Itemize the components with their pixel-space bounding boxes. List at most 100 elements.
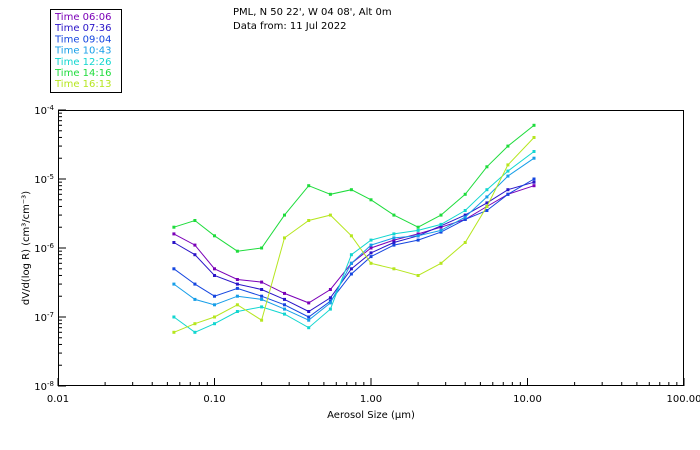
data-point xyxy=(485,165,488,168)
aerosol-size-chart: Time 06:06Time 07:36Time 09:04Time 10:43… xyxy=(0,0,700,450)
data-point xyxy=(533,178,536,181)
data-point xyxy=(485,188,488,191)
legend-item: Time 06:06 xyxy=(54,12,111,23)
data-point xyxy=(172,267,175,270)
data-point xyxy=(307,219,310,222)
data-point xyxy=(417,226,420,229)
site-title: PML, N 50 22', W 04 08', Alt 0m xyxy=(233,7,392,18)
data-point xyxy=(417,229,420,232)
data-point xyxy=(440,229,443,232)
data-point xyxy=(350,253,353,256)
data-point xyxy=(193,322,196,325)
data-point xyxy=(236,303,239,306)
data-point xyxy=(392,232,395,235)
data-point xyxy=(533,184,536,187)
data-point xyxy=(464,193,467,196)
data-point xyxy=(485,209,488,212)
data-point xyxy=(440,262,443,265)
data-point xyxy=(329,288,332,291)
data-point xyxy=(350,273,353,276)
data-point xyxy=(307,326,310,329)
data-point xyxy=(172,241,175,244)
data-point xyxy=(236,283,239,286)
data-point xyxy=(283,303,286,306)
data-point xyxy=(506,170,509,173)
data-point xyxy=(283,214,286,217)
x-tick-label: 1.00 xyxy=(360,394,382,405)
data-point xyxy=(172,331,175,334)
data-point xyxy=(193,298,196,301)
data-point xyxy=(213,274,216,277)
data-point xyxy=(260,281,263,284)
data-point xyxy=(193,244,196,247)
y-tick-label: 10-5 xyxy=(34,173,54,186)
data-point xyxy=(213,322,216,325)
data-point xyxy=(533,150,536,153)
data-point xyxy=(392,241,395,244)
data-point xyxy=(213,267,216,270)
data-point xyxy=(350,188,353,191)
data-date: Data from: 11 Jul 2022 xyxy=(233,21,346,32)
data-point xyxy=(213,295,216,298)
data-point xyxy=(236,295,239,298)
data-point xyxy=(260,298,263,301)
data-point xyxy=(260,295,263,298)
data-point xyxy=(329,214,332,217)
x-axis-label: Aerosol Size (µm) xyxy=(327,410,415,421)
data-point xyxy=(464,216,467,219)
y-axis-label: dV/d(log R) (cm³/cm⁻³) xyxy=(21,191,32,305)
data-point xyxy=(172,316,175,319)
data-point xyxy=(350,234,353,237)
data-point xyxy=(370,244,373,247)
data-point xyxy=(506,175,509,178)
data-point xyxy=(506,145,509,148)
data-point xyxy=(236,278,239,281)
series-line xyxy=(174,152,534,333)
data-point xyxy=(370,247,373,250)
data-point xyxy=(172,283,175,286)
data-point xyxy=(193,253,196,256)
legend-item: Time 09:04 xyxy=(54,34,111,45)
y-tick-label: 10-8 xyxy=(34,380,54,393)
x-tick-label: 100.00 xyxy=(667,394,700,405)
data-point xyxy=(350,262,353,265)
data-point xyxy=(172,232,175,235)
data-point xyxy=(506,163,509,166)
x-tick-label: 0.10 xyxy=(203,394,225,405)
data-point xyxy=(464,209,467,212)
data-point xyxy=(236,287,239,290)
data-point xyxy=(485,195,488,198)
data-point xyxy=(260,288,263,291)
data-point xyxy=(283,236,286,239)
data-point xyxy=(260,305,263,308)
data-point xyxy=(307,319,310,322)
data-point xyxy=(193,219,196,222)
data-point xyxy=(193,331,196,334)
data-point xyxy=(417,274,420,277)
data-point xyxy=(370,255,373,258)
data-point xyxy=(260,319,263,322)
data-point xyxy=(392,267,395,270)
data-point xyxy=(329,193,332,196)
data-point xyxy=(533,181,536,184)
data-point xyxy=(370,198,373,201)
data-point xyxy=(440,223,443,226)
data-point xyxy=(172,226,175,229)
data-point xyxy=(392,244,395,247)
data-point xyxy=(260,247,263,250)
data-point xyxy=(307,310,310,313)
data-point xyxy=(533,136,536,139)
legend-item: Time 07:36 xyxy=(54,23,111,34)
data-point xyxy=(236,310,239,313)
x-tick-label: 10.00 xyxy=(513,394,542,405)
data-point xyxy=(283,292,286,295)
x-tick-label: 0.01 xyxy=(47,394,69,405)
data-point xyxy=(440,214,443,217)
data-point xyxy=(350,267,353,270)
y-tick-label: 10-6 xyxy=(34,242,54,255)
data-point xyxy=(417,234,420,237)
data-point xyxy=(417,239,420,242)
data-point xyxy=(370,251,373,254)
data-point xyxy=(370,262,373,265)
series-line xyxy=(174,179,534,317)
